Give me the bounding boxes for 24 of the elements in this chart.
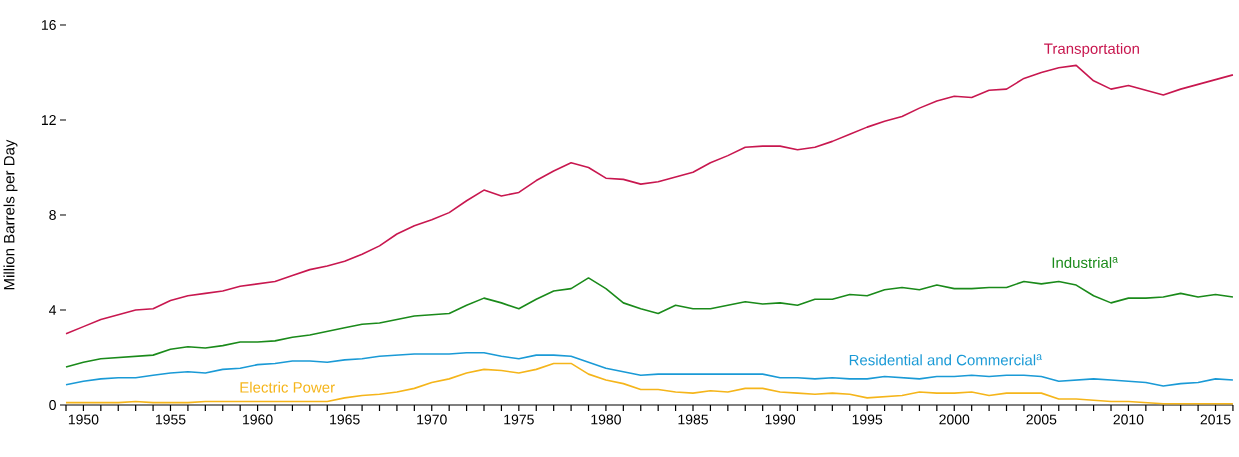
x-tick-label: 1990 bbox=[765, 414, 796, 425]
y-tick-label: 0 bbox=[49, 400, 56, 410]
y-tick-label: 12 bbox=[41, 115, 56, 125]
y-tick-label: 4 bbox=[49, 305, 57, 315]
x-tick-label: 1950 bbox=[68, 414, 99, 425]
series-label: Electric Power bbox=[240, 381, 335, 393]
x-tick-label: 1955 bbox=[155, 414, 186, 425]
series-label: Transportation bbox=[1044, 42, 1139, 57]
y-axis-title: Million Barrels per Day bbox=[3, 139, 18, 290]
y-tick-label: 8 bbox=[49, 210, 56, 220]
series-label: Residential and Commercial$^{a}$ bbox=[849, 354, 1043, 366]
x-tick-label: 2000 bbox=[939, 414, 970, 425]
x-tick-label: 1975 bbox=[504, 414, 534, 425]
x-tick-label: 1960 bbox=[243, 414, 273, 425]
x-tick-label: 1995 bbox=[852, 414, 883, 425]
x-tick-label: 2010 bbox=[1113, 414, 1144, 425]
x-tick-label: 2015 bbox=[1200, 414, 1231, 425]
x-tick-label: 1970 bbox=[417, 414, 447, 425]
series-label: Industrial$^{a}$ bbox=[1052, 256, 1118, 268]
x-tick-label: 1985 bbox=[678, 414, 708, 425]
x-tick-label: 2005 bbox=[1026, 414, 1057, 425]
x-tick-label: 1965 bbox=[330, 414, 360, 425]
y-tick-label: 16 bbox=[41, 20, 56, 30]
x-tick-label: 1980 bbox=[591, 414, 621, 425]
